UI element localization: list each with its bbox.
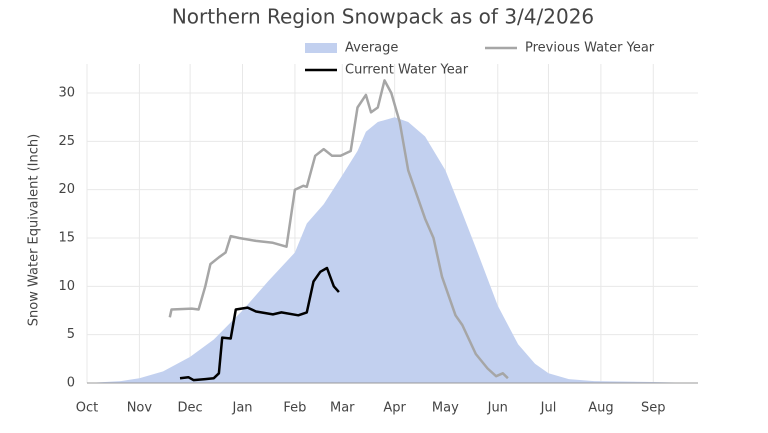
y-tick-label: 0 — [67, 376, 75, 391]
legend-label: Previous Water Year — [525, 41, 655, 56]
line — [179, 266, 340, 382]
x-tick-label: Feb — [283, 401, 306, 416]
x-tick-label: Jul — [540, 401, 557, 416]
x-tick-label: Oct — [76, 401, 98, 416]
x-tick-label: Jan — [231, 401, 252, 416]
y-axis-label: Snow Water Equivalent (Inch) — [27, 134, 42, 326]
x-tick-label: Apr — [383, 401, 406, 416]
legend-label: Average — [345, 41, 398, 56]
y-tick-label: 5 — [67, 327, 75, 342]
legend-swatch — [305, 43, 337, 53]
line — [168, 79, 509, 380]
x-tick-label: Aug — [588, 401, 613, 416]
y-tick-label: 10 — [58, 279, 75, 294]
x-tick-label: Sep — [641, 401, 666, 416]
x-tick-label: May — [432, 401, 459, 416]
area — [87, 117, 698, 383]
y-tick-label: 20 — [58, 182, 75, 197]
y-tick-label: 25 — [58, 134, 75, 149]
legend-label: Current Water Year — [345, 63, 469, 78]
x-tick-label: Nov — [127, 401, 153, 416]
y-tick-label: 30 — [58, 86, 75, 101]
x-tick-label: Mar — [330, 401, 355, 416]
y-tick-label: 15 — [58, 231, 75, 246]
chart-title: Northern Region Snowpack as of 3/4/2026 — [172, 5, 594, 29]
x-tick-label: Dec — [178, 401, 203, 416]
x-tick-label: Jun — [487, 401, 508, 416]
